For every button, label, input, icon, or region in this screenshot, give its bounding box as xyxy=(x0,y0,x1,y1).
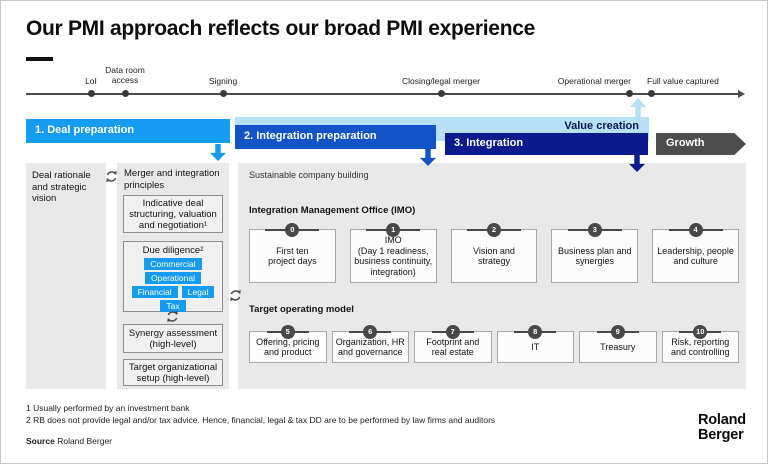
imo-card-label: IMO (Day 1 readiness, business continuit… xyxy=(354,235,433,277)
indicative-deal-box: Indicative deal structuring, valuation a… xyxy=(123,195,223,233)
phase-bar-integration-preparation: 2. Integration preparation xyxy=(235,125,436,149)
imo-section-title: Integration Management Office (IMO) xyxy=(249,205,416,216)
step-number-badge: 8 xyxy=(528,325,543,339)
imo-card-label: Business plan and synergies xyxy=(558,245,632,267)
due-diligence-chips: Commercial Operational Financial Legal T… xyxy=(124,258,222,312)
chip-commercial: Commercial xyxy=(144,258,202,270)
logo-line2: Berger xyxy=(698,426,744,443)
logo-line1: Roland xyxy=(698,412,746,428)
sync-arrows-icon xyxy=(106,170,117,183)
step-number-badge: 5 xyxy=(280,325,295,339)
milestone-dot-closing xyxy=(437,90,445,97)
step-number-badge: 0 xyxy=(285,223,300,237)
chip-operational: Operational xyxy=(145,272,201,284)
milestone-dot-signing xyxy=(219,90,227,97)
footnote-1: 1 Usually performed by an investment ban… xyxy=(26,403,190,413)
tom-card-label: IT xyxy=(531,341,540,352)
milestone-dot-loi xyxy=(87,90,95,97)
tom-card-9: 9 Treasury xyxy=(579,325,657,363)
imo-row: 0 First ten project days 1 IMO (Day 1 re… xyxy=(249,223,739,283)
milestone-dot-full-value xyxy=(647,90,655,97)
timeline-arrowhead-icon xyxy=(738,90,745,98)
imo-card-label: Vision and strategy xyxy=(473,245,515,267)
tom-card-label: Offering, pricing and product xyxy=(256,336,320,358)
chip-tax: Tax xyxy=(160,300,186,312)
step-number-badge: 10 xyxy=(693,325,708,339)
tom-card-8: 8 IT xyxy=(496,325,574,363)
milestone-label-operational: Operational merger xyxy=(557,76,631,86)
imo-card-0: 0 First ten project days xyxy=(249,223,336,283)
tom-card-label: Treasury xyxy=(600,341,636,352)
step-number-badge: 2 xyxy=(486,223,501,237)
value-creation-up-arrow-icon xyxy=(630,98,646,117)
tom-card-label: Footprint and real estate xyxy=(426,336,480,358)
step-number-badge: 7 xyxy=(445,325,460,339)
synergy-assessment-box: Synergy assessment (high-level) xyxy=(123,324,223,353)
merger-principles-title: Merger and integration principles xyxy=(124,168,220,191)
imo-card-1: 1 IMO (Day 1 readiness, business continu… xyxy=(349,223,437,283)
milestone-dot-operational xyxy=(625,90,633,97)
growth-arrow: Growth xyxy=(656,133,746,155)
chip-financial: Financial xyxy=(131,286,178,298)
tom-card-7: 7 Footprint and real estate xyxy=(414,325,492,363)
milestone-label-data-room: Data room access xyxy=(105,65,145,85)
sync-arrows-icon xyxy=(230,289,241,302)
tom-row: 5 Offering, pricing and product 6 Organi… xyxy=(249,325,739,363)
footnote-2: 2 RB does not provide legal and/or tax a… xyxy=(26,415,496,425)
deal-prep-down-arrow-icon xyxy=(210,144,226,161)
tom-card-10: 10 Risk, reporting and controlling xyxy=(661,325,739,363)
milestone-label-full-value: Full value captured xyxy=(647,76,719,86)
sustainable-company-panel: Sustainable company building Integration… xyxy=(238,163,746,389)
title-underline xyxy=(26,57,53,61)
milestone-dot-data-room xyxy=(121,90,129,97)
step-number-badge: 4 xyxy=(688,223,703,237)
step-number-badge: 1 xyxy=(386,223,401,237)
merger-principles-box: Merger and integration principles Indica… xyxy=(117,163,229,389)
roland-berger-logo: Roland Berger xyxy=(698,413,746,442)
imo-card-label: Leadership, people and culture xyxy=(657,245,734,267)
step-number-badge: 6 xyxy=(363,325,378,339)
source-value: Roland Berger xyxy=(57,436,113,446)
milestone-label-closing: Closing/legal merger xyxy=(402,76,480,86)
imo-card-label: First ten project days xyxy=(268,245,317,267)
tom-card-label: Organization, HR and governance xyxy=(335,336,405,358)
step-number-badge: 3 xyxy=(587,223,602,237)
panel-header: Sustainable company building xyxy=(249,170,369,180)
imo-card-4: 4 Leadership, people and culture xyxy=(652,223,739,283)
milestone-label-signing: Signing xyxy=(208,76,238,86)
target-org-setup-box: Target organizational setup (high-level) xyxy=(123,359,223,386)
imo-card-2: 2 Vision and strategy xyxy=(450,223,538,283)
source-label: Source xyxy=(26,436,55,446)
tom-section-title: Target operating model xyxy=(249,304,354,315)
source-line: Source Roland Berger xyxy=(26,436,112,446)
timeline-axis xyxy=(26,93,738,95)
phase-bar-deal-preparation: 1. Deal preparation xyxy=(26,119,230,143)
chip-legal: Legal xyxy=(181,286,215,298)
due-diligence-box: Due diligence² Commercial Operational Fi… xyxy=(123,241,223,312)
tom-card-6: 6 Organization, HR and governance xyxy=(331,325,409,363)
milestone-label-loi: LoI xyxy=(85,76,97,86)
phase-bar-integration: 3. Integration xyxy=(445,133,648,155)
tom-card-5: 5 Offering, pricing and product xyxy=(249,325,327,363)
imo-card-3: 3 Business plan and synergies xyxy=(551,223,639,283)
step-number-badge: 9 xyxy=(610,325,625,339)
deal-rationale-box: Deal rationale and strategic vision xyxy=(26,163,106,389)
due-diligence-title: Due diligence² xyxy=(142,245,204,256)
page-title: Our PMI approach reflects our broad PMI … xyxy=(26,17,535,40)
tom-card-label: Risk, reporting and controlling xyxy=(670,336,730,358)
sync-arrows-icon xyxy=(167,310,178,323)
